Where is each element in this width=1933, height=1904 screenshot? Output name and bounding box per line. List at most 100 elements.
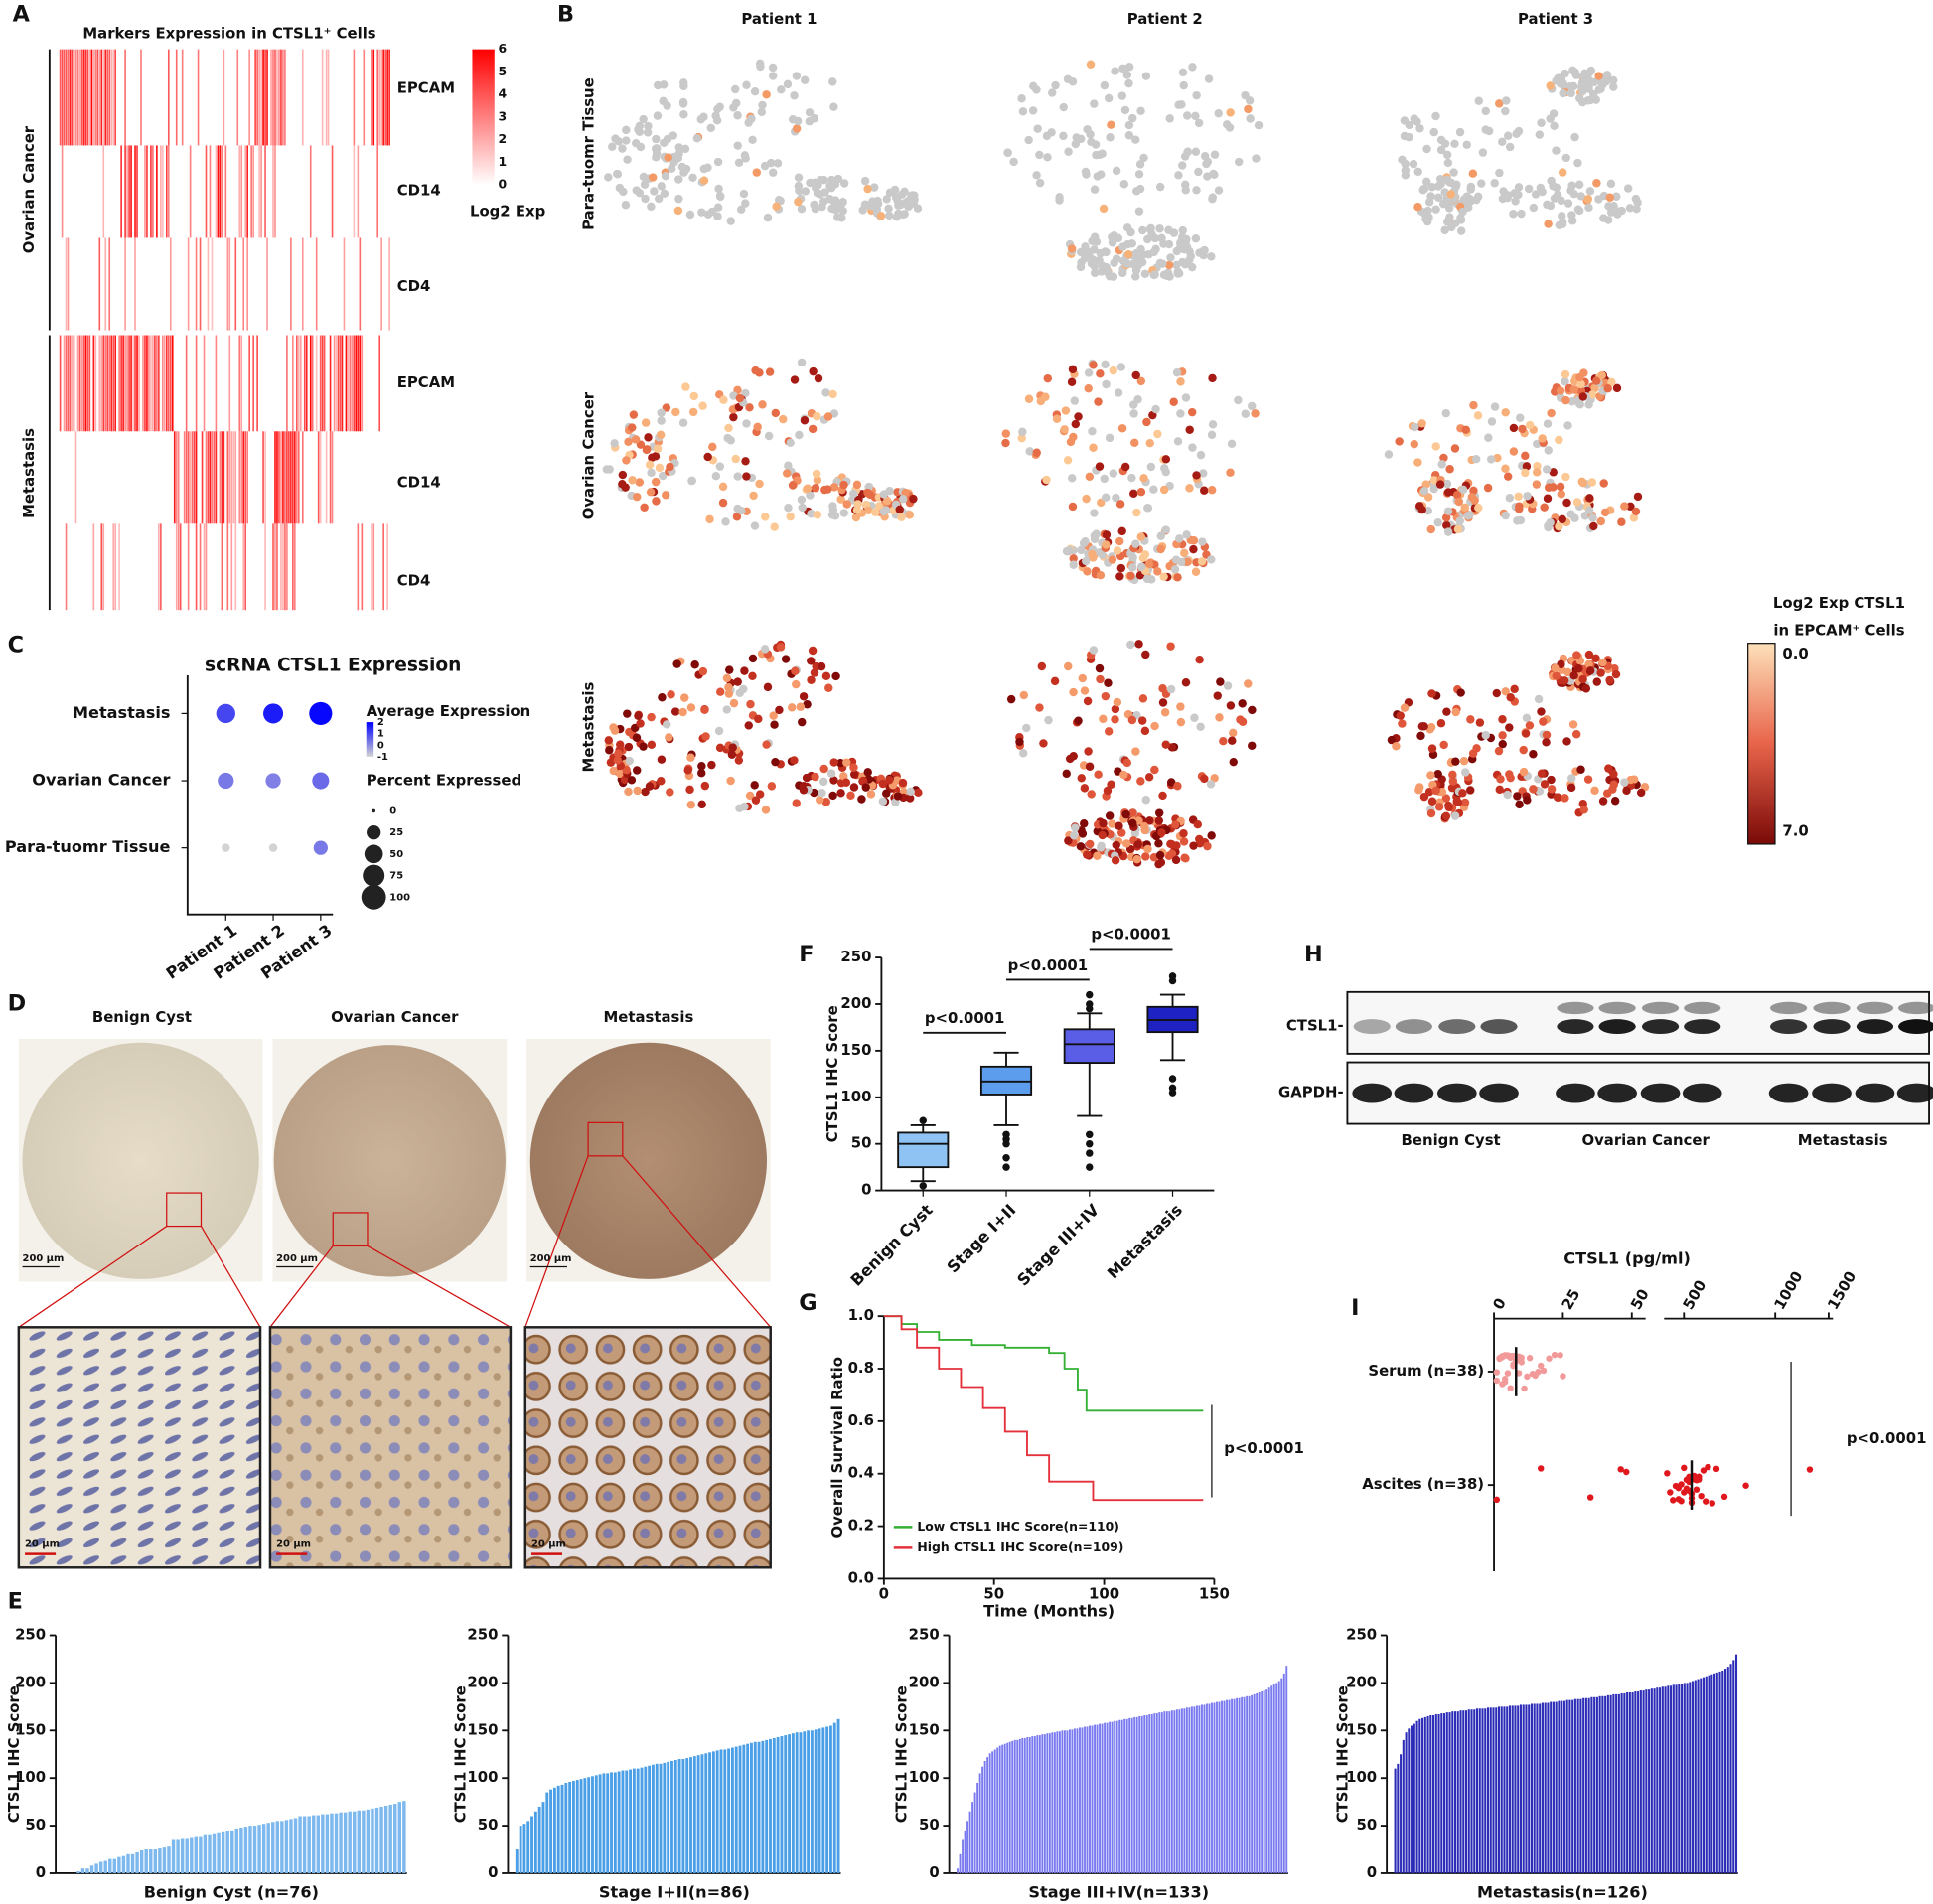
cell-point (819, 764, 828, 774)
cell-point (622, 136, 631, 145)
cell-point (1161, 740, 1170, 749)
bar (1506, 1706, 1509, 1873)
cell-point (1047, 128, 1056, 137)
bar (1081, 1727, 1084, 1873)
cell-point (1094, 397, 1103, 406)
heatmap-stripe (240, 145, 243, 238)
band (1898, 1019, 1933, 1035)
cell-point (1440, 139, 1450, 148)
cell-point (1443, 527, 1453, 536)
cell-point (1183, 111, 1192, 120)
cell-point (1191, 567, 1201, 576)
cell-point (791, 666, 800, 675)
heatmap-stripe (76, 335, 79, 432)
cell-point (1128, 818, 1137, 828)
heatmap-stripe (215, 335, 218, 432)
bar (1023, 1737, 1026, 1873)
heatmap-stripe (205, 145, 208, 238)
cell-point (696, 115, 705, 124)
cell-point (751, 796, 761, 805)
heatmap-stripe (69, 335, 72, 432)
cell-point (1111, 715, 1119, 724)
cell-point (1610, 797, 1620, 806)
cell-point (1522, 713, 1532, 723)
cell-point (1569, 671, 1578, 680)
outlier (1086, 1139, 1094, 1148)
bar (1467, 1709, 1470, 1873)
cell-point (647, 468, 656, 478)
legend-label: 25 (389, 827, 403, 838)
cell-point (841, 778, 851, 787)
cell-point (1229, 757, 1238, 767)
heatmap-stripe (372, 523, 375, 611)
bar (1198, 1705, 1201, 1873)
heatmap-stripe (238, 431, 241, 524)
cell-point (1113, 697, 1122, 707)
cell-point (1604, 202, 1613, 211)
cell-point (860, 176, 870, 186)
dot (265, 773, 281, 789)
band (1395, 1019, 1433, 1035)
cell-point (1207, 485, 1217, 495)
colorbar-tick-label: 5 (499, 64, 508, 78)
bar (1106, 1722, 1109, 1873)
legend-dot (367, 825, 381, 840)
cell-point (673, 153, 683, 163)
cell-point (1112, 840, 1120, 850)
cell-point (1138, 553, 1148, 563)
dot (218, 772, 234, 790)
cell-point (913, 204, 923, 213)
heatmap-stripe (292, 523, 294, 611)
bar (94, 1863, 98, 1873)
cell-point (1032, 448, 1041, 457)
bar (799, 1732, 803, 1873)
cell-point (1179, 80, 1188, 90)
bar (708, 1752, 711, 1873)
bar (1595, 1696, 1598, 1873)
heatmap-stripe (88, 335, 91, 432)
dot (312, 772, 330, 790)
bar (640, 1767, 644, 1873)
cell-point (700, 781, 710, 791)
bar (1074, 1728, 1076, 1873)
cell-point (1022, 723, 1031, 733)
heatmap-stripe (128, 335, 130, 432)
cell-point (741, 199, 750, 208)
bar (821, 1727, 825, 1873)
cell-point (1435, 480, 1445, 489)
heatmap-stripe (378, 335, 381, 432)
cell-point (1189, 841, 1198, 850)
x-tick-label: 150 (1199, 1585, 1230, 1603)
heatmap-stripe (226, 523, 229, 611)
bar (383, 1805, 388, 1873)
cell-point (870, 508, 880, 517)
cell-point (1436, 145, 1446, 155)
bar (1650, 1688, 1653, 1873)
colorbar-tick-label: 1 (499, 154, 508, 169)
heatmap-stripe (236, 49, 239, 146)
cell-point (1191, 147, 1201, 156)
cell-point (1400, 703, 1410, 712)
cell-point (1104, 268, 1113, 277)
survival-line (883, 1315, 1204, 1502)
cell-point (1442, 150, 1452, 160)
cell-point (1137, 257, 1147, 267)
cell-point (673, 206, 683, 216)
cell-point (1090, 509, 1099, 517)
cell-point (1089, 361, 1098, 369)
colorbar-title: Log2 Exp CTSL1 (1773, 594, 1905, 612)
bar (1158, 1712, 1161, 1873)
cell-point (1474, 96, 1484, 105)
band (1898, 1001, 1933, 1015)
heatmap-stripe (264, 145, 266, 238)
gene-label: EPCAM (397, 373, 455, 391)
heatmap-stripe (185, 431, 188, 524)
cell-point (1123, 239, 1132, 249)
ihc-images: Benign Cyst Ovarian Cancer Metastasis 20… (17, 1008, 772, 1569)
bar (1705, 1676, 1708, 1873)
cell-point (1069, 554, 1078, 563)
cell-point (679, 81, 688, 91)
cell-point (686, 703, 696, 712)
heatmap-stripe (284, 431, 286, 524)
heatmap-stripe (211, 237, 214, 331)
